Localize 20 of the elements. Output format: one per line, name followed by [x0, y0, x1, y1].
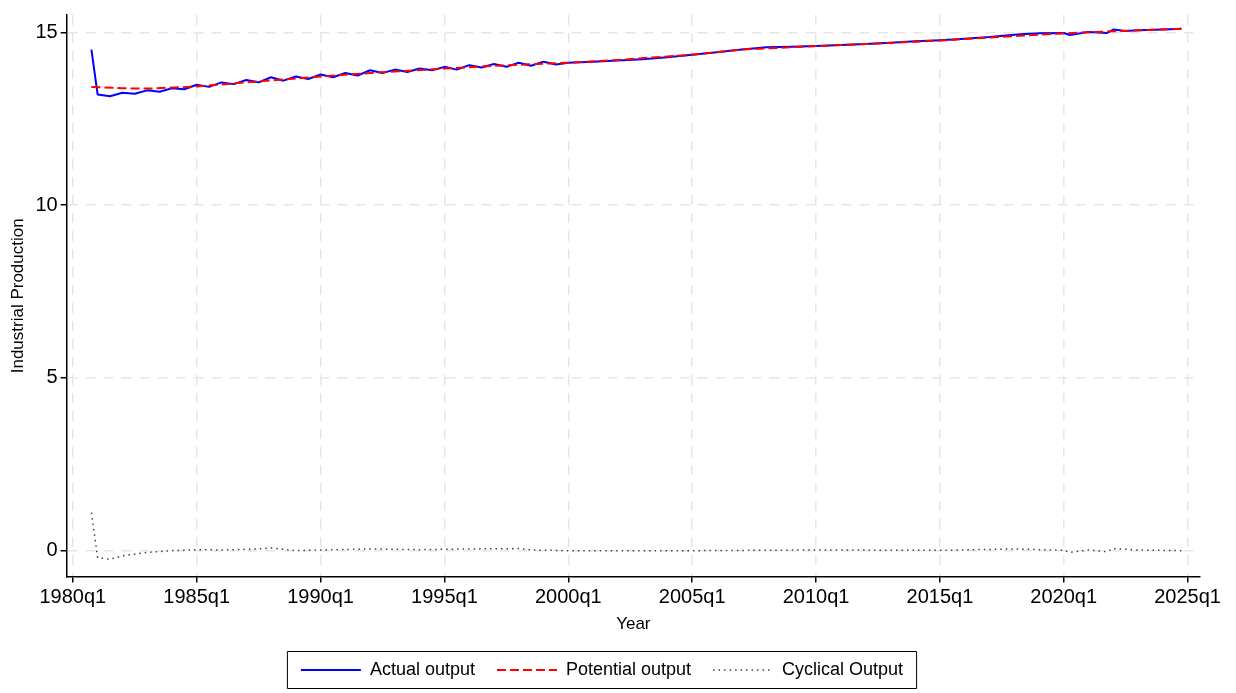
x-tick-label: 2020q1 — [1030, 585, 1098, 608]
x-axis-title: Year — [616, 614, 651, 634]
x-tick-label: 2005q1 — [658, 585, 726, 608]
x-tick-label: 2000q1 — [534, 585, 602, 608]
y-axis-title: Industrial Production — [7, 218, 27, 374]
y-tick-label: 15 — [35, 19, 58, 42]
y-tick-label: 0 — [46, 538, 58, 561]
x-tick-label: 1980q1 — [39, 585, 107, 608]
x-tick-label: 2025q1 — [1154, 585, 1221, 608]
legend-label: Actual output — [369, 658, 475, 679]
x-tick-label: 1995q1 — [411, 585, 478, 608]
legend-label: Cyclical Output — [782, 658, 904, 679]
y-tick-label: 10 — [35, 192, 58, 215]
x-tick-label: 2010q1 — [782, 585, 850, 608]
legend-label: Potential output — [565, 658, 692, 679]
y-tick-label: 5 — [46, 365, 58, 388]
x-tick-label: 2015q1 — [906, 585, 974, 608]
line-series — [90, 511, 1183, 561]
x-tick-label: 1985q1 — [163, 585, 231, 608]
x-tick-label: 1990q1 — [287, 585, 354, 608]
